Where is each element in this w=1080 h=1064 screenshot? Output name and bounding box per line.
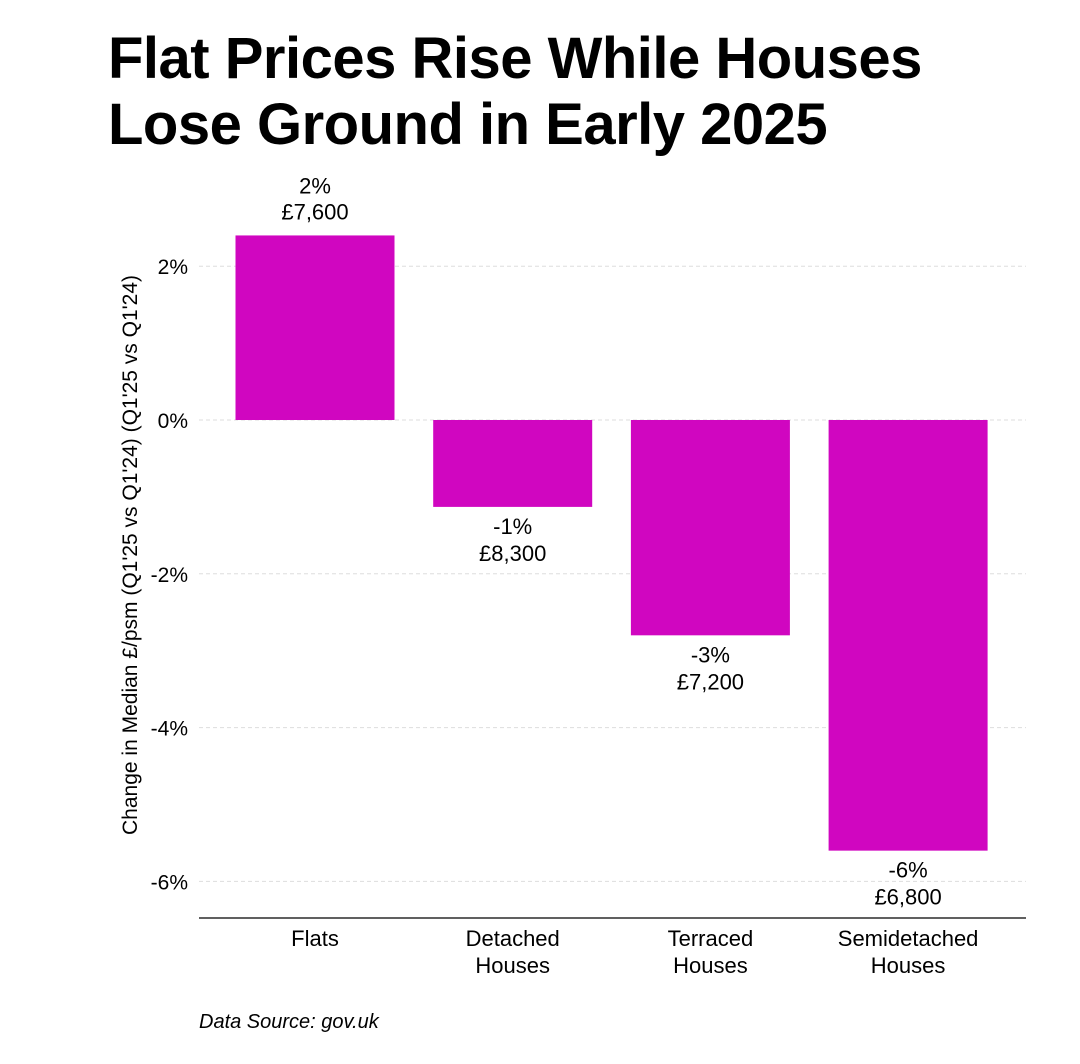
bar-price-label: £8,300 (479, 541, 546, 566)
y-tick-label: 0% (158, 410, 188, 433)
bar (235, 235, 395, 420)
bar (433, 420, 593, 507)
data-labels: 2%£7,600 -1%£8,300 -3%£7,200 -6%£6,800 (281, 173, 941, 909)
chart-title: Flat Prices Rise While Houses Lose Groun… (108, 26, 1048, 158)
x-tick-label: Flats (291, 926, 339, 951)
bar (630, 420, 790, 636)
bar-value-label: -6% (889, 858, 928, 883)
y-tick-label: 2% (158, 256, 188, 279)
y-axis-label: Change in Median £/psm (Q1'25 vs Q1'24) … (119, 275, 142, 835)
bar-price-label: £7,200 (677, 669, 744, 694)
x-tick-label: Detached (466, 926, 560, 951)
bars (235, 235, 988, 851)
bar-value-label: -1% (493, 514, 532, 539)
x-tick-label: Houses (871, 953, 946, 978)
title-line-1: Flat Prices Rise While Houses (108, 26, 922, 91)
bar-price-label: £7,600 (281, 199, 348, 224)
data-source: Data Source: gov.uk (199, 1011, 379, 1033)
bar (828, 420, 988, 851)
bar-value-label: -3% (691, 642, 730, 667)
y-tick-label: -2% (151, 564, 188, 587)
bar-value-label: 2% (299, 173, 331, 198)
title-line-2: Lose Ground in Early 2025 (108, 92, 828, 157)
x-tick-label: Houses (475, 953, 550, 978)
bar-chart: 2%£7,600-1%£8,300-3%£7,200-6%£6,800 2%0%… (119, 173, 1026, 978)
x-tick-label: Terraced (668, 926, 754, 951)
y-tick-label: -4% (151, 718, 188, 741)
axes: 2% 0% -2% -4% -6% Change in Median £/psm (Q1'… (119, 256, 1026, 978)
x-tick-label: Semidetached (838, 926, 979, 951)
bar-price-label: £6,800 (874, 885, 941, 910)
y-tick-label: -6% (151, 871, 188, 894)
x-tick-label: Houses (673, 953, 748, 978)
